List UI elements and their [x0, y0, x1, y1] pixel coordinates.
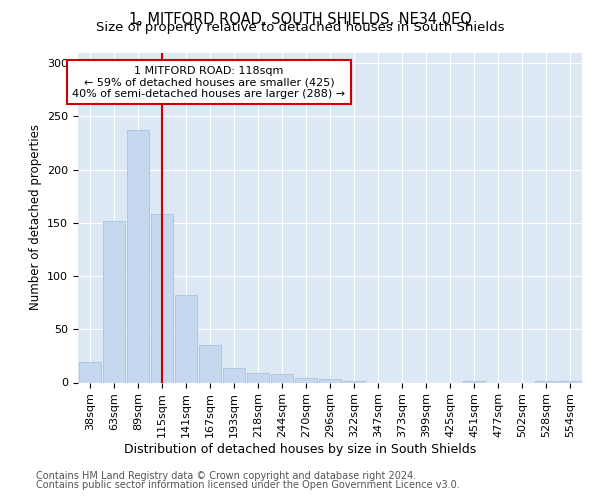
Text: 1 MITFORD ROAD: 118sqm
← 59% of detached houses are smaller (425)
40% of semi-de: 1 MITFORD ROAD: 118sqm ← 59% of detached… — [73, 66, 346, 99]
Bar — [271, 374, 293, 382]
Bar — [103, 220, 125, 382]
Bar — [319, 380, 341, 382]
Text: Contains HM Land Registry data © Crown copyright and database right 2024.: Contains HM Land Registry data © Crown c… — [36, 471, 416, 481]
Y-axis label: Number of detached properties: Number of detached properties — [29, 124, 41, 310]
Bar — [175, 295, 197, 382]
Text: Distribution of detached houses by size in South Shields: Distribution of detached houses by size … — [124, 442, 476, 456]
Bar — [151, 214, 173, 382]
Bar — [295, 378, 317, 382]
Bar — [247, 373, 269, 382]
Text: Size of property relative to detached houses in South Shields: Size of property relative to detached ho… — [96, 22, 504, 35]
Bar — [127, 130, 149, 382]
Text: Contains public sector information licensed under the Open Government Licence v3: Contains public sector information licen… — [36, 480, 460, 490]
Bar — [199, 345, 221, 383]
Bar — [223, 368, 245, 382]
Bar — [79, 362, 101, 382]
Text: 1, MITFORD ROAD, SOUTH SHIELDS, NE34 0EQ: 1, MITFORD ROAD, SOUTH SHIELDS, NE34 0EQ — [128, 12, 472, 26]
